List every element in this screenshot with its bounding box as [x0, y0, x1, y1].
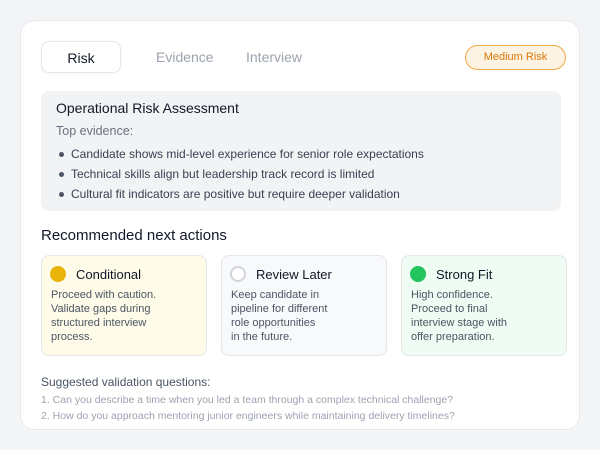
tab-evidence[interactable]: Evidence: [156, 49, 214, 65]
question-item: 2. How do you approach mentoring junior …: [41, 410, 455, 422]
tab-risk[interactable]: Risk: [41, 41, 121, 73]
empty-circle-icon: [230, 266, 246, 282]
desc-line: Validate gaps during: [51, 303, 151, 315]
evidence-item: Technical skills align but leadership tr…: [56, 164, 546, 184]
status-dot-icon: [50, 266, 66, 282]
evidence-item: Cultural fit indicators are positive but…: [56, 184, 546, 204]
assessment-title: Operational Risk Assessment: [56, 100, 239, 116]
question-item: 1. Can you describe a time when you led …: [41, 394, 454, 406]
option-conditional[interactable]: Conditional Proceed with caution. Valida…: [41, 255, 207, 356]
desc-line: pipeline for different: [231, 303, 328, 315]
desc-line: structured interview: [51, 317, 147, 329]
evidence-item: Candidate shows mid-level experience for…: [56, 144, 546, 164]
option-title: Conditional: [76, 266, 142, 282]
desc-line: High confidence.: [411, 289, 493, 301]
option-title: Strong Fit: [436, 266, 493, 282]
option-description: High confidence. Proceed to final interv…: [410, 288, 558, 344]
option-strong-fit[interactable]: Strong Fit High confidence. Proceed to f…: [401, 255, 567, 356]
evidence-label: Top evidence:: [56, 124, 134, 138]
desc-line: process.: [51, 331, 93, 343]
desc-line: interview stage with: [411, 317, 507, 329]
desc-line: offer preparation.: [411, 331, 495, 343]
questions-heading: Suggested validation questions:: [41, 375, 211, 389]
desc-line: Proceed with caution.: [51, 289, 157, 301]
option-review-later[interactable]: Review Later Keep candidate in pipeline …: [221, 255, 387, 356]
assessment-panel: Operational Risk Assessment Top evidence…: [41, 91, 561, 211]
tab-interview[interactable]: Interview: [246, 49, 303, 65]
desc-line: in the future.: [231, 331, 293, 343]
risk-level-badge: Medium Risk: [465, 45, 566, 70]
status-dot-icon: [410, 266, 426, 282]
option-title: Review Later: [256, 266, 332, 282]
option-description: Proceed with caution. Validate gaps duri…: [50, 288, 198, 344]
actions-heading: Recommended next actions: [41, 227, 227, 244]
desc-line: Keep candidate in: [231, 289, 320, 301]
risk-card: Risk Evidence Interview Medium Risk Oper…: [20, 20, 580, 430]
option-description: Keep candidate in pipeline for different…: [230, 288, 378, 344]
desc-line: Proceed to final: [411, 303, 488, 315]
desc-line: role opportunities: [231, 317, 316, 329]
